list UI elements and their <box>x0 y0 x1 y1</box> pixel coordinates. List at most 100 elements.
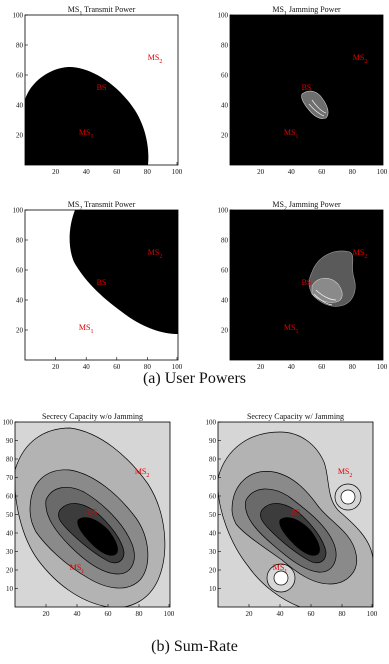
marker-label-bs: BS <box>291 508 301 517</box>
y-tick-label: 60 <box>16 72 24 80</box>
x-tick-label: 80 <box>349 363 357 371</box>
x-tick-label: 60 <box>113 363 121 371</box>
marker-label-ms1: MS1 <box>284 323 299 335</box>
marker-label-bs: BS <box>88 508 98 517</box>
plot-area <box>230 210 383 360</box>
panel-title: Secrecy Capacity w/o Jamming <box>42 412 143 421</box>
x-tick-label: 100 <box>377 168 388 176</box>
marker-label-ms2: MS2 <box>148 248 163 260</box>
x-tick-label: 60 <box>318 363 326 371</box>
panel-title: MS1 Jamming Power <box>272 5 341 17</box>
y-tick-label: 80 <box>221 42 229 50</box>
y-tick-label: 80 <box>16 237 24 245</box>
y-tick-label: 100 <box>218 207 229 215</box>
contour-level-5 <box>77 517 118 556</box>
y-tick-label: 100 <box>206 419 217 427</box>
x-tick-label: 80 <box>144 168 152 176</box>
marker-label-ms1: MS1 <box>79 128 94 140</box>
y-tick-label: 100 <box>13 207 24 215</box>
marker-label-ms2: MS2 <box>135 467 150 479</box>
x-tick-label: 40 <box>277 610 285 618</box>
y-tick-label: 20 <box>6 567 14 575</box>
y-tick-label: 40 <box>6 530 14 538</box>
y-tick-label: 100 <box>218 12 229 20</box>
panel-title: Secrecy Capacity w/ Jamming <box>247 412 344 421</box>
marker-label-bs: BS <box>302 278 312 287</box>
panel-annotations: Secrecy Capacity w/o Jamming 20 40 60 80 100 1… <box>3 412 175 618</box>
panel-annotations: MS2 Jamming Power 20 40 60 80 100 20 40 60 80 100 M… <box>218 200 388 371</box>
chart-annotations: MS1 Transmit Power 20 40 60 80 100 20 40 60 80 100… <box>3 5 388 618</box>
y-tick-label: 40 <box>16 102 24 110</box>
y-tick-label: 50 <box>209 511 217 519</box>
y-tick-label: 60 <box>209 493 217 501</box>
ms2-hole-inner <box>340 489 356 505</box>
x-tick-label: 80 <box>144 363 152 371</box>
panel-secrecy-with-jamming <box>217 421 374 608</box>
y-tick-label: 40 <box>16 297 24 305</box>
marker-label-ms2: MS2 <box>148 53 163 65</box>
y-tick-label: 40 <box>221 102 229 110</box>
x-tick-label: 60 <box>113 168 121 176</box>
x-tick-label: 80 <box>339 610 347 618</box>
x-tick-label: 20 <box>246 610 254 618</box>
panel-annotations: MS1 Transmit Power 20 40 60 80 100 20 40 60 80 100… <box>13 5 183 176</box>
y-tick-label: 30 <box>209 548 217 556</box>
y-tick-label: 30 <box>6 548 14 556</box>
x-tick-label: 100 <box>172 168 183 176</box>
plot-frame <box>24 14 179 166</box>
jamming-contour-inner <box>311 99 327 114</box>
caption-user-powers: (a) User Powers <box>142 370 247 387</box>
marker-label-ms2: MS2 <box>338 467 353 479</box>
y-tick-label: 10 <box>6 585 14 593</box>
panel-ms1-jamming-power <box>229 14 384 166</box>
plot-frame <box>24 209 179 361</box>
marker-label-ms2: MS2 <box>353 53 368 65</box>
panel-annotations: MS2 Transmit Power 20 40 60 80 100 20 40 60 80 100… <box>13 200 183 371</box>
plot-area <box>230 15 383 165</box>
y-tick-label: 100 <box>13 12 24 20</box>
x-tick-label: 20 <box>52 168 60 176</box>
y-tick-label: 10 <box>209 585 217 593</box>
jamming-contour-inner <box>315 289 337 301</box>
power-region <box>69 210 178 334</box>
y-tick-label: 100 <box>3 419 14 427</box>
x-tick-label: 60 <box>308 610 316 618</box>
y-tick-label: 70 <box>209 474 217 482</box>
y-tick-label: 20 <box>209 567 217 575</box>
y-tick-label: 90 <box>209 437 217 445</box>
marker-label-bs: BS <box>97 83 107 92</box>
marker-label-ms1: MS1 <box>273 563 288 575</box>
y-tick-label: 50 <box>6 511 14 519</box>
contour-level-5 <box>279 517 320 556</box>
y-tick-label: 20 <box>221 327 229 335</box>
x-tick-label: 100 <box>172 363 183 371</box>
x-tick-label: 20 <box>257 363 265 371</box>
y-tick-label: 80 <box>6 456 14 464</box>
jamming-contour-outer <box>301 90 329 119</box>
jamming-contour-inner <box>308 103 325 117</box>
x-tick-label: 40 <box>83 363 91 371</box>
x-tick-label: 80 <box>136 610 144 618</box>
panel-ms1-transmit-power <box>24 14 179 166</box>
panel-title: MS2 Transmit Power <box>68 200 136 212</box>
x-tick-label: 60 <box>318 168 326 176</box>
marker-label-ms1: MS1 <box>284 128 299 140</box>
jamming-contour-inner <box>313 293 333 306</box>
y-tick-label: 60 <box>221 267 229 275</box>
x-tick-label: 40 <box>288 363 296 371</box>
y-tick-label: 60 <box>6 493 14 501</box>
plot-frame <box>229 209 384 361</box>
x-tick-label: 40 <box>74 610 82 618</box>
panel-title: MS1 Transmit Power <box>68 5 136 17</box>
panel-title: MS2 Jamming Power <box>272 200 341 212</box>
x-tick-label: 100 <box>164 610 175 618</box>
y-tick-label: 40 <box>209 530 217 538</box>
y-tick-label: 40 <box>221 297 229 305</box>
plot-frame <box>229 14 384 166</box>
x-tick-label: 80 <box>349 168 357 176</box>
marker-label-ms1: MS1 <box>79 323 94 335</box>
marker-label-ms1: MS1 <box>70 563 85 575</box>
x-tick-label: 100 <box>377 363 388 371</box>
marker-label-ms2: MS2 <box>353 248 368 260</box>
